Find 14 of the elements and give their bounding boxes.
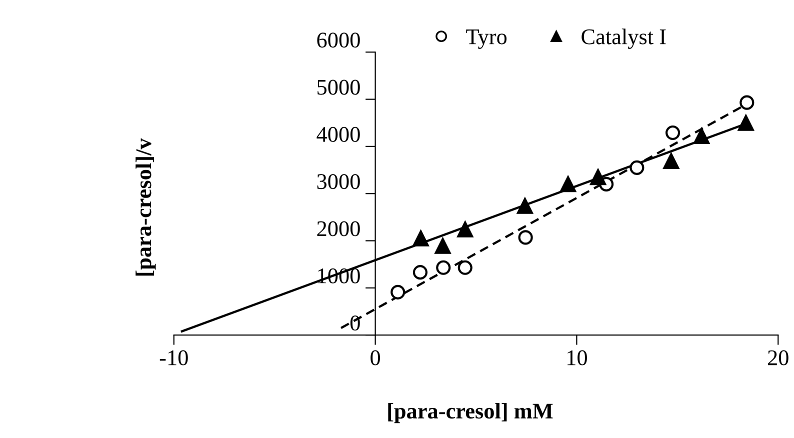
x-tick-label: 20 bbox=[768, 350, 788, 366]
y-tick-label: 4000 bbox=[316, 126, 360, 142]
x-tick-label: -10 bbox=[160, 350, 188, 366]
legend-label: Tyro bbox=[466, 30, 507, 49]
y-tick-label: 2000 bbox=[317, 221, 360, 236]
y-tick-label: 5000 bbox=[318, 80, 360, 95]
y-tick-label: 6000 bbox=[317, 32, 360, 48]
y-tick-label: 0 bbox=[350, 316, 360, 331]
x-axis-title: [para-cresol] mM bbox=[388, 402, 553, 424]
legend-label: Catalyst I bbox=[582, 28, 666, 49]
y-axis-title: [para-cresol]/v bbox=[136, 138, 156, 276]
y-tick-label: 3000 bbox=[317, 174, 360, 190]
x-tick-label: 0 bbox=[370, 350, 380, 366]
x-tick-label: 10 bbox=[568, 350, 587, 366]
